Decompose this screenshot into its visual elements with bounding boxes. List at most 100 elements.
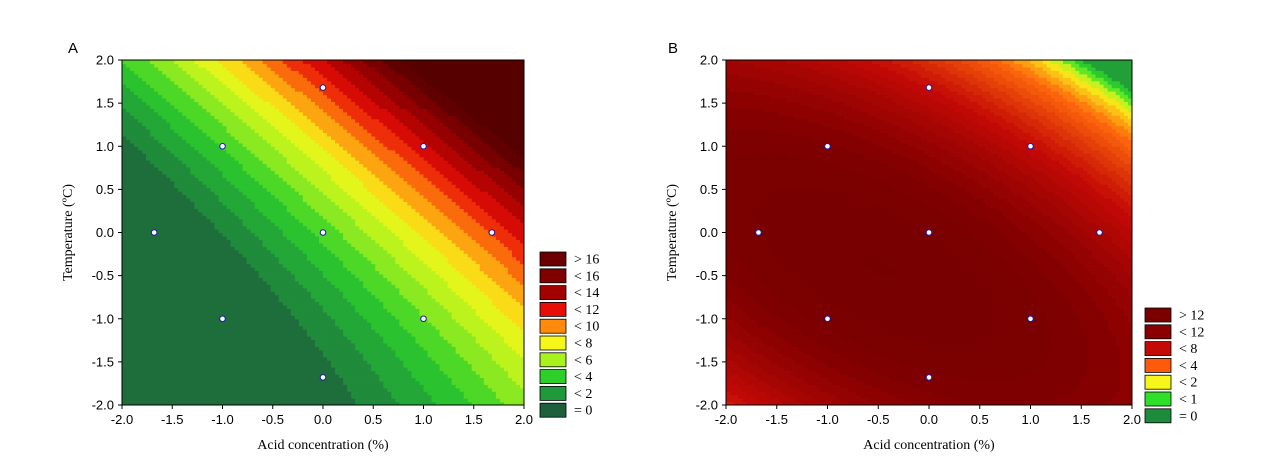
panel-label: A [68, 40, 78, 57]
y-tick-label: -1.0 [696, 311, 718, 326]
design-point [1096, 229, 1103, 236]
x-tick-label: 0.5 [971, 412, 989, 427]
y-tick-label: -0.5 [92, 268, 114, 283]
design-point [420, 315, 427, 323]
legend-label: < 1 [1179, 393, 1197, 408]
y-tick-label: -1.0 [92, 311, 114, 326]
legend-swatch [1144, 391, 1172, 407]
y-tick-label: 1.0 [700, 139, 718, 154]
x-tick-label: -1.5 [766, 412, 788, 427]
legend-swatch [1144, 374, 1172, 390]
y-tick-label: 1.5 [700, 96, 718, 111]
x-axis-label: Acid concentration (%) [257, 438, 389, 453]
y-tick-label: -2.0 [696, 398, 718, 413]
legend-label: < 10 [574, 320, 599, 335]
x-tick-label: 2.0 [1123, 412, 1141, 427]
legend-label: < 16 [574, 269, 599, 284]
design-point [219, 315, 226, 323]
x-tick-label: 0.0 [314, 412, 332, 427]
x-tick-label: -1.5 [161, 412, 183, 427]
x-tick-label: -1.0 [816, 412, 838, 427]
legend-label: < 12 [574, 303, 599, 318]
design-point [420, 142, 427, 150]
y-tick-label: 0.0 [700, 225, 718, 240]
legend-label: < 4 [1179, 359, 1197, 374]
x-tick-label: -0.5 [262, 412, 284, 427]
x-tick-label: -1.0 [211, 412, 233, 427]
y-tick-label: 2.0 [96, 53, 114, 68]
y-tick-label: -1.5 [696, 354, 718, 369]
design-point [488, 229, 496, 236]
contour-panel-a: -2.0 -1.5 -1.0 -0.5 0.0 0.5 1.0 1.5 2.0 2.0 1.5 1.0… [61, 40, 599, 453]
x-tick-label: 1.0 [1021, 412, 1039, 427]
legend-swatch [1144, 324, 1172, 340]
design-point [1027, 142, 1034, 150]
y-tick-label: 0.0 [96, 225, 114, 240]
legend-swatch [539, 369, 567, 385]
legend-swatch [1144, 307, 1172, 323]
legend-label: < 6 [574, 353, 592, 368]
legend-swatch [539, 318, 567, 334]
legend-swatch [539, 301, 567, 317]
x-tick-label: -2.0 [715, 412, 737, 427]
x-tick-label: -0.5 [867, 412, 889, 427]
design-point [319, 84, 327, 91]
panel-label: B [668, 40, 678, 57]
legend-swatch [539, 335, 567, 351]
legend-label: = 0 [1179, 409, 1197, 424]
y-tick-label: 1.0 [96, 139, 114, 154]
contour-panel-b: -2.0 -1.5 -1.0 -0.5 0.0 0.5 1.0 1.5 2.0 2.0 1.5 1.0… [665, 40, 1204, 453]
y-tick-label: 1.5 [96, 96, 114, 111]
legend-swatch [539, 251, 567, 267]
design-point [824, 315, 831, 323]
design-point [319, 374, 327, 381]
y-tick-label: -1.5 [92, 354, 114, 369]
x-tick-label: 1.5 [1072, 412, 1090, 427]
x-tick-label: 1.5 [465, 412, 483, 427]
legend-label: < 2 [574, 387, 592, 402]
x-tick-label: 2.0 [515, 412, 533, 427]
legend-label: = 0 [574, 404, 592, 419]
legend-label: < 14 [574, 286, 599, 301]
design-point [219, 142, 226, 150]
design-point [319, 229, 327, 236]
design-point [925, 374, 933, 381]
design-point [824, 142, 831, 150]
contour-surface [122, 60, 524, 405]
y-tick-label: 0.5 [700, 182, 718, 197]
y-tick-label: -2.0 [92, 398, 114, 413]
legend-swatch [539, 285, 567, 301]
legend-label: < 8 [1179, 342, 1197, 357]
x-tick-label: 1.0 [414, 412, 432, 427]
legend: > 12< 12 < 8 < 4 < 2 < 1= 0 [1144, 307, 1204, 424]
design-point [755, 229, 762, 236]
contour-surface [726, 60, 1132, 405]
x-tick-label: 0.0 [920, 412, 938, 427]
legend: > 16< 16 < 14 < 12 < 10 < 8< 6 < 4 < 2 = 0 [539, 251, 599, 419]
x-tick-label: 0.5 [364, 412, 382, 427]
legend-label: > 16 [574, 253, 599, 268]
legend-label: > 12 [1179, 309, 1204, 324]
design-point [1027, 315, 1034, 323]
legend-label: < 8 [574, 337, 592, 352]
x-tick-label: -2.0 [111, 412, 133, 427]
legend-label: < 4 [574, 370, 592, 385]
design-point [925, 229, 933, 236]
legend-label: < 12 [1179, 325, 1204, 340]
y-tick-label: 2.0 [700, 53, 718, 68]
legend-swatch [539, 402, 567, 418]
y-tick-label: 0.5 [96, 182, 114, 197]
legend-swatch [539, 352, 567, 368]
legend-swatch [1144, 357, 1172, 373]
legend-swatch [1144, 408, 1172, 424]
legend-swatch [1144, 341, 1172, 357]
design-point [150, 229, 158, 236]
y-axis-label: Temperature (ºC) [665, 184, 680, 281]
x-axis-label: Acid concentration (%) [863, 438, 995, 453]
legend-swatch [539, 268, 567, 284]
design-point [925, 84, 933, 91]
legend-label: < 2 [1179, 376, 1197, 391]
y-tick-label: -0.5 [696, 268, 718, 283]
legend-swatch [539, 385, 567, 401]
